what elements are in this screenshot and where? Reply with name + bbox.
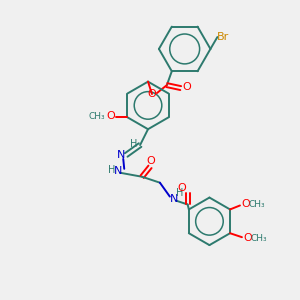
Text: H: H (108, 165, 115, 175)
Text: H: H (176, 188, 183, 198)
Text: N: N (117, 150, 125, 160)
Text: H: H (130, 139, 138, 149)
Text: O: O (244, 233, 252, 243)
Text: CH₃: CH₃ (88, 112, 105, 121)
Text: N: N (114, 166, 122, 176)
Text: O: O (106, 111, 115, 121)
Text: O: O (177, 183, 186, 193)
Text: O: O (242, 200, 250, 209)
Text: O: O (147, 156, 155, 166)
Text: CH₃: CH₃ (250, 234, 267, 243)
Text: CH₃: CH₃ (248, 200, 265, 209)
Text: O: O (148, 89, 156, 99)
Text: Br: Br (217, 32, 230, 42)
Text: N: N (169, 194, 178, 203)
Text: O: O (182, 82, 191, 92)
